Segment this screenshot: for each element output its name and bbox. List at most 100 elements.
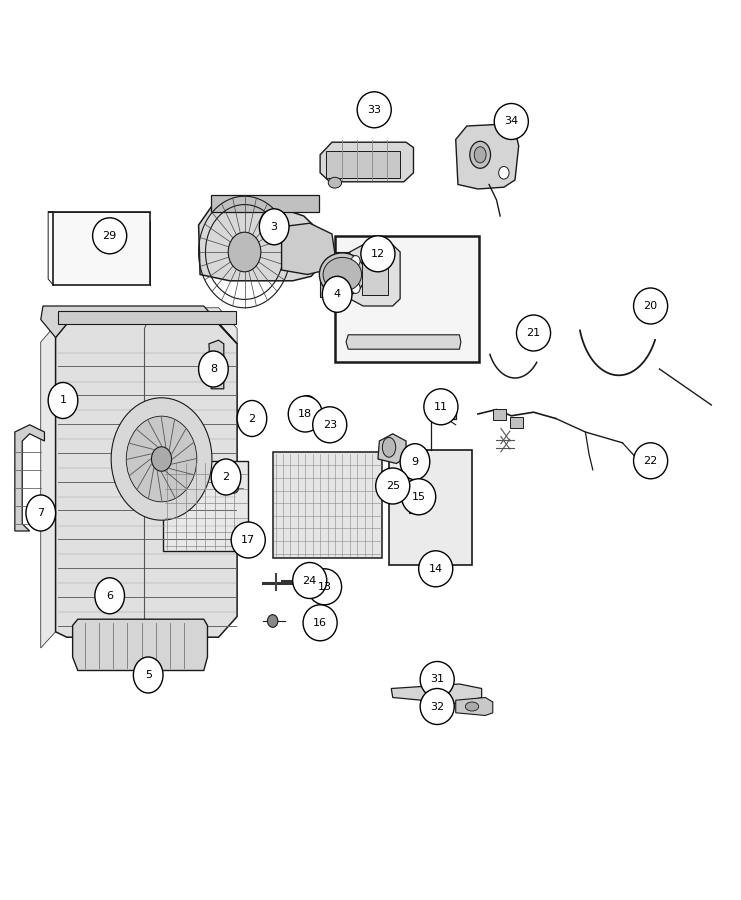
Polygon shape	[320, 142, 413, 182]
Ellipse shape	[400, 444, 430, 480]
Ellipse shape	[199, 351, 228, 387]
Text: 11: 11	[434, 401, 448, 412]
Bar	[211, 195, 319, 212]
Circle shape	[499, 166, 509, 179]
Ellipse shape	[323, 257, 362, 292]
Bar	[163, 461, 248, 551]
Polygon shape	[73, 619, 207, 670]
Text: 14: 14	[428, 563, 443, 574]
Text: 13: 13	[318, 581, 331, 592]
Text: 1: 1	[59, 395, 67, 406]
Ellipse shape	[322, 276, 352, 312]
Polygon shape	[199, 202, 325, 281]
Polygon shape	[41, 306, 237, 344]
Polygon shape	[362, 254, 388, 295]
Ellipse shape	[293, 562, 327, 598]
Bar	[510, 417, 523, 428]
Text: 8: 8	[210, 364, 217, 374]
Ellipse shape	[376, 468, 410, 504]
Text: 6: 6	[106, 590, 113, 601]
Text: 23: 23	[322, 419, 337, 430]
Bar	[326, 151, 400, 178]
Polygon shape	[282, 223, 335, 274]
Bar	[493, 410, 506, 420]
Ellipse shape	[26, 495, 56, 531]
Polygon shape	[346, 335, 461, 349]
Text: 3: 3	[270, 221, 278, 232]
Ellipse shape	[308, 569, 342, 605]
Bar	[53, 212, 150, 285]
Circle shape	[351, 283, 360, 293]
Ellipse shape	[634, 288, 668, 324]
Ellipse shape	[382, 437, 396, 457]
Text: 5: 5	[144, 670, 152, 680]
Ellipse shape	[237, 400, 267, 436]
Text: 24: 24	[302, 575, 317, 586]
Polygon shape	[350, 245, 400, 306]
Text: 20: 20	[643, 301, 658, 311]
Text: 29: 29	[102, 230, 117, 241]
Text: 31: 31	[431, 674, 444, 685]
Circle shape	[247, 409, 256, 419]
Circle shape	[228, 232, 261, 272]
Ellipse shape	[328, 177, 342, 188]
Polygon shape	[15, 425, 44, 531]
Text: 33: 33	[368, 104, 381, 115]
Bar	[437, 399, 456, 418]
Ellipse shape	[313, 412, 327, 426]
Text: 9: 9	[411, 456, 419, 467]
Circle shape	[111, 398, 212, 520]
Ellipse shape	[494, 104, 528, 140]
Ellipse shape	[470, 141, 491, 168]
Ellipse shape	[357, 92, 391, 128]
Text: 12: 12	[370, 248, 385, 259]
Bar	[58, 310, 236, 324]
Text: 21: 21	[526, 328, 541, 338]
Ellipse shape	[420, 662, 454, 698]
Text: 18: 18	[298, 409, 313, 419]
Ellipse shape	[303, 605, 337, 641]
Ellipse shape	[93, 218, 127, 254]
Circle shape	[230, 482, 239, 493]
Ellipse shape	[298, 396, 316, 418]
Ellipse shape	[419, 551, 453, 587]
Text: 4: 4	[333, 289, 341, 300]
Circle shape	[268, 615, 278, 627]
Ellipse shape	[402, 479, 436, 515]
Ellipse shape	[48, 382, 78, 418]
Ellipse shape	[133, 657, 163, 693]
Text: 32: 32	[430, 701, 445, 712]
Polygon shape	[209, 340, 224, 389]
Bar	[335, 236, 479, 362]
Circle shape	[351, 256, 360, 266]
Ellipse shape	[516, 315, 551, 351]
Circle shape	[151, 446, 172, 472]
Text: 7: 7	[37, 508, 44, 518]
Circle shape	[402, 494, 411, 505]
Ellipse shape	[259, 209, 289, 245]
Text: 34: 34	[504, 116, 519, 127]
Ellipse shape	[424, 389, 458, 425]
Ellipse shape	[313, 407, 347, 443]
Circle shape	[224, 467, 233, 478]
Polygon shape	[41, 308, 237, 648]
Circle shape	[104, 592, 116, 607]
Ellipse shape	[302, 400, 313, 413]
Circle shape	[402, 485, 411, 496]
Ellipse shape	[95, 578, 124, 614]
Polygon shape	[456, 698, 493, 716]
Ellipse shape	[634, 443, 668, 479]
Text: 25: 25	[385, 481, 400, 491]
Text: 2: 2	[248, 413, 256, 424]
Bar	[273, 452, 382, 558]
Ellipse shape	[231, 522, 265, 558]
Circle shape	[126, 416, 197, 502]
Polygon shape	[378, 434, 406, 464]
Bar	[409, 482, 425, 513]
Polygon shape	[391, 684, 482, 704]
Polygon shape	[456, 124, 519, 189]
Text: 2: 2	[222, 472, 230, 482]
Ellipse shape	[420, 688, 454, 724]
Bar	[389, 450, 472, 565]
Text: 17: 17	[241, 535, 256, 545]
